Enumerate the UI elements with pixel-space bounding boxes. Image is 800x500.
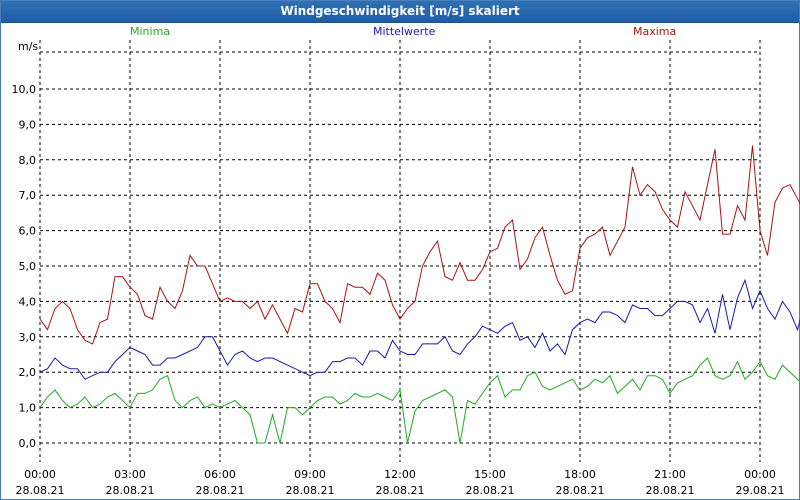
- y-tick-label: 8,0: [19, 154, 37, 167]
- x-tick-date: 28.08.21: [646, 484, 695, 497]
- y-tick-label: 5,0: [19, 260, 37, 273]
- x-tick-date: 28.08.21: [16, 484, 65, 497]
- y-tick-label: 1,0: [19, 402, 37, 415]
- x-tick-date: 28.08.21: [286, 484, 335, 497]
- title-bar: Windgeschwindigkeit [m/s] skaliert: [1, 1, 799, 23]
- x-tick-time: 21:00: [654, 468, 686, 481]
- y-tick-label: 2,0: [19, 366, 37, 379]
- x-tick-date: 29.08.21: [736, 484, 785, 497]
- x-tick-date: 28.08.21: [466, 484, 515, 497]
- x-tick-time: 06:00: [204, 468, 236, 481]
- series-line-mean: [39, 278, 800, 380]
- series-line-min: [39, 357, 800, 444]
- y-tick-label: 3,0: [19, 331, 37, 344]
- window-title: Windgeschwindigkeit [m/s] skaliert: [280, 4, 520, 18]
- y-tick-label: 4,0: [19, 295, 37, 308]
- y-tick-label: 0,0: [19, 437, 37, 450]
- legend-maxima: Maxima: [633, 25, 677, 38]
- x-tick-date: 28.08.21: [556, 484, 605, 497]
- y-axis-label: m/s: [18, 40, 38, 53]
- x-tick-time: 09:00: [294, 468, 326, 481]
- legend-mittelwerte: Mittelwerte: [373, 25, 436, 38]
- axes: 0,0 1,0 2,0 3,0 4,0 5,0 6,0 7,0 8,0 9,0 10,0 m/s 00:…: [12, 40, 785, 497]
- x-tick-time: 00:00: [744, 468, 776, 481]
- x-tick-time: 18:00: [564, 468, 596, 481]
- x-tick-date: 28.08.21: [196, 484, 245, 497]
- x-tick-time: 12:00: [384, 468, 416, 481]
- y-tick-label: 6,0: [19, 225, 37, 238]
- legend-minima: Minima: [130, 25, 171, 38]
- y-tick-label: 10,0: [12, 83, 37, 96]
- grid: [39, 40, 761, 462]
- series-line-max: [39, 145, 800, 345]
- x-tick-time: 00:00: [24, 468, 56, 481]
- x-tick-time: 15:00: [474, 468, 506, 481]
- x-tick-date: 28.08.21: [376, 484, 425, 497]
- x-tick-time: 03:00: [114, 468, 146, 481]
- y-tick-label: 9,0: [19, 118, 37, 131]
- x-tick-date: 28.08.21: [106, 484, 155, 497]
- series-layer: [39, 145, 800, 444]
- y-tick-label: 7,0: [19, 189, 37, 202]
